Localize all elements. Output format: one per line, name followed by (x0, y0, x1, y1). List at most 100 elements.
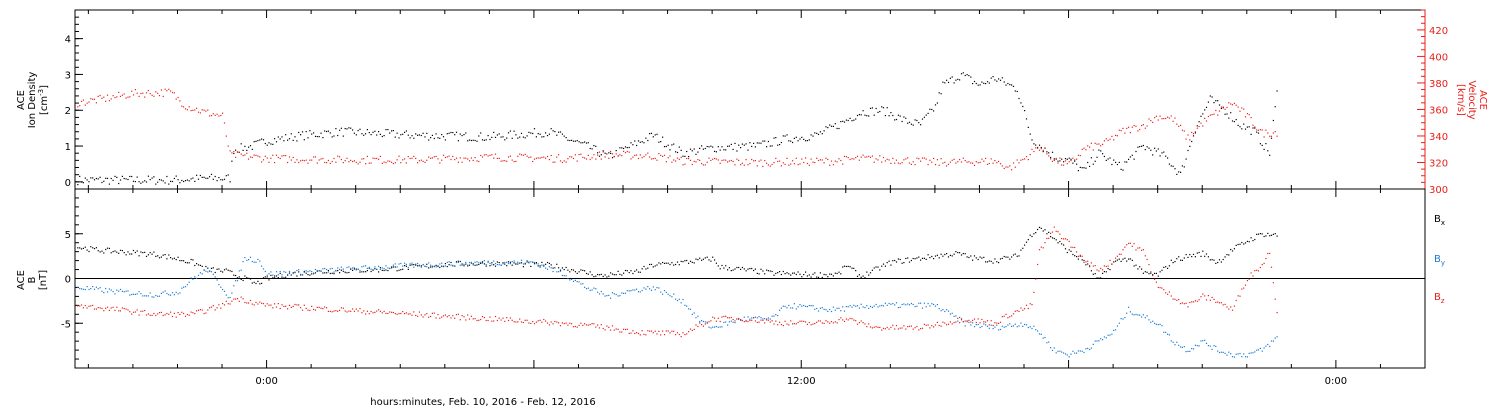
bz-series-point (116, 306, 118, 308)
bx-series-point (99, 251, 101, 253)
bz-series-point (704, 323, 706, 325)
bx-series-point (327, 269, 329, 272)
bx-series-point (951, 255, 953, 257)
bz-series-point (771, 320, 773, 322)
bz-series-point (684, 334, 686, 336)
bz-series-point (790, 320, 792, 322)
bx-series-point (93, 248, 96, 250)
by-series-point (502, 263, 504, 265)
velocity-series-point (1103, 140, 1105, 142)
density-series-point (572, 140, 575, 142)
bz-series-point (251, 303, 253, 305)
velocity-series-point (316, 162, 318, 164)
velocity-series-point (766, 162, 768, 164)
density-series-point (402, 133, 404, 135)
by-series-point (725, 321, 727, 323)
bz-series-point (1250, 272, 1252, 274)
bx-series-point (439, 266, 441, 269)
by-series-point (142, 295, 144, 297)
by-series-point (1239, 352, 1241, 355)
bx-series-point (767, 270, 769, 272)
bz-series-point (611, 325, 614, 327)
bz-series-point (621, 331, 623, 333)
by-series-point (524, 263, 526, 265)
bx-series-point (1044, 229, 1046, 231)
bx-series-point (806, 275, 808, 277)
density-series-point (643, 142, 645, 144)
bz-series-point (233, 298, 235, 300)
velocity-series-point (236, 151, 239, 153)
bx-series-point (446, 266, 448, 268)
velocity-series-point (873, 161, 875, 163)
bz-series-point (192, 312, 194, 314)
bz-series-point (439, 317, 441, 319)
b-axis-label-line: B (27, 276, 38, 283)
bx-series-point (790, 274, 792, 276)
by-series-point (792, 307, 794, 309)
bx-series-point (255, 282, 257, 285)
by-series-point (1231, 356, 1234, 358)
density-series-point (417, 134, 419, 136)
bx-series-point (1107, 268, 1109, 270)
velocity-series-point (1057, 162, 1059, 164)
bz-series-point (947, 323, 950, 325)
velocity-series-point (188, 106, 190, 108)
bx-series-point (441, 265, 443, 267)
bz-series-point (545, 320, 547, 322)
by-series-point (836, 307, 838, 309)
bx-series-point (190, 258, 192, 261)
bx-series-point (973, 255, 976, 257)
velocity-series-point (999, 163, 1002, 165)
by-series-point (108, 288, 110, 290)
bz-series-point (916, 325, 918, 328)
bz-series-point (868, 323, 870, 325)
bz-series-point (725, 315, 727, 317)
density-series-point (1270, 137, 1273, 139)
bz-series-point (949, 321, 951, 323)
velocity-series-point (775, 157, 777, 159)
density-series-point (751, 145, 753, 147)
bz-series-point (1137, 247, 1139, 249)
bx-series-point (654, 265, 656, 267)
by-series-point (934, 305, 937, 307)
bx-series-point (1012, 254, 1015, 256)
density-series-point (567, 139, 569, 141)
velocity-series-point (1237, 106, 1239, 108)
bz-series-point (533, 323, 536, 325)
velocity-series-point (84, 104, 86, 106)
bx-series-point (821, 276, 823, 279)
velocity-series-point (171, 91, 174, 94)
by-series-point (999, 328, 1002, 331)
bz-series-point (158, 312, 161, 314)
bz-series-point (656, 333, 658, 335)
by-series-point (370, 268, 372, 270)
bx-series-point (584, 270, 586, 272)
by-series-point (363, 265, 365, 267)
by-series-point (350, 267, 352, 269)
by-series-point (1272, 340, 1274, 342)
velocity-series-point (1079, 155, 1081, 157)
bz-series-point (1144, 255, 1146, 257)
bz-series-point (532, 321, 534, 323)
by-series-point (1180, 346, 1182, 348)
density-series-point (957, 78, 959, 80)
density-series-point (559, 131, 562, 133)
bz-series-point (955, 321, 957, 323)
by-series-point (478, 262, 480, 264)
bx-series-point (675, 263, 677, 266)
velocity-series-point (229, 150, 231, 152)
bx-series-point (719, 268, 721, 270)
by-series-point (118, 290, 120, 292)
by-series-point (1063, 352, 1065, 354)
density-series-point (339, 129, 341, 131)
by-series-point (732, 321, 734, 323)
bz-series-point (1118, 253, 1120, 255)
bx-series-point (877, 266, 879, 268)
by-series-point (764, 318, 766, 320)
bz-series-point (578, 324, 580, 326)
bz-series-point (933, 326, 935, 328)
by-series-point (352, 267, 354, 269)
bz-series-point (1055, 230, 1057, 232)
density-series-point (494, 136, 497, 138)
density-series-point (712, 146, 714, 148)
